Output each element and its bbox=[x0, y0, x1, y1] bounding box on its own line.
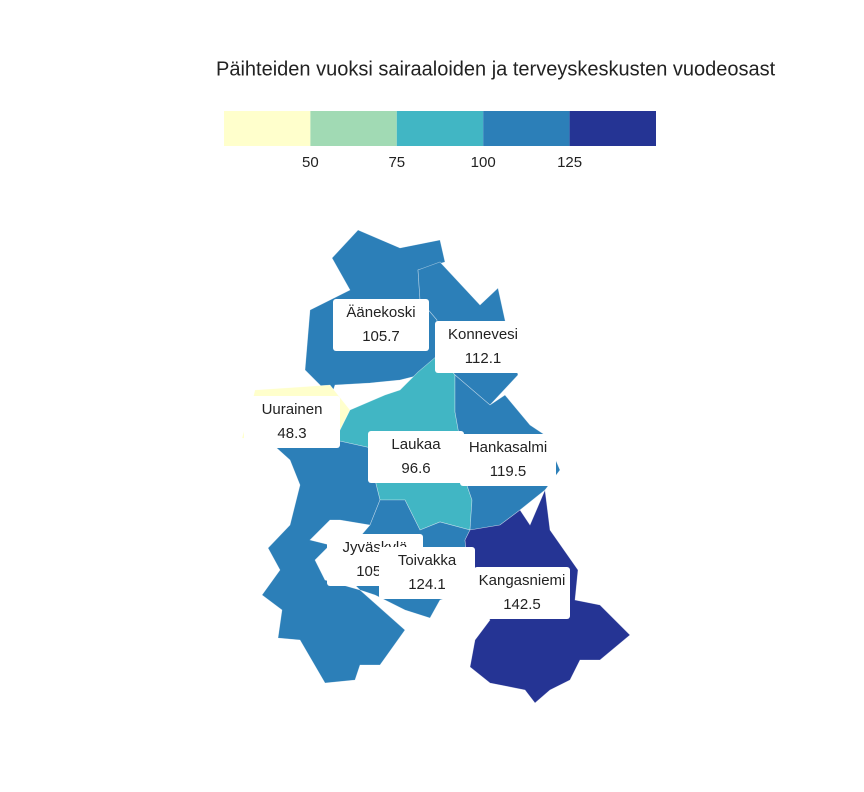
region-name: Äänekoski bbox=[346, 304, 415, 321]
legend-tick-label: 75 bbox=[388, 154, 405, 171]
label-box bbox=[435, 321, 531, 373]
label-box bbox=[460, 434, 556, 486]
legend-swatch bbox=[569, 111, 656, 146]
region-value: 112.1 bbox=[465, 350, 501, 367]
label-box bbox=[474, 567, 570, 619]
region-value: 124.1 bbox=[408, 576, 446, 593]
region-value: 48.3 bbox=[277, 425, 306, 442]
region-name: Hankasalmi bbox=[469, 439, 547, 456]
legend-swatch bbox=[483, 111, 570, 146]
label-box bbox=[368, 431, 464, 483]
region bbox=[261, 439, 406, 684]
legend-tick-label: 100 bbox=[471, 154, 496, 171]
region-value: 142.5 bbox=[503, 596, 541, 613]
label-box bbox=[244, 396, 340, 448]
legend-swatch bbox=[224, 111, 311, 146]
label-box bbox=[379, 547, 475, 599]
region-value: 119.5 bbox=[490, 463, 526, 480]
legend-tick-label: 125 bbox=[557, 154, 582, 171]
region-value: 96.6 bbox=[401, 460, 430, 477]
region-name: Konnevesi bbox=[448, 326, 518, 343]
region-value: 105.7 bbox=[362, 328, 400, 345]
map-title: Päihteiden vuoksi sairaaloiden ja tervey… bbox=[216, 58, 776, 80]
legend-swatch bbox=[396, 111, 484, 146]
region-name: Uurainen bbox=[262, 401, 323, 418]
region-name: Laukaa bbox=[391, 436, 441, 453]
region-name: Toivakka bbox=[398, 552, 457, 569]
legend-swatch bbox=[310, 111, 397, 146]
legend-tick-label: 50 bbox=[302, 154, 319, 171]
label-box bbox=[333, 299, 429, 351]
region-name: Kangasniemi bbox=[479, 572, 566, 589]
